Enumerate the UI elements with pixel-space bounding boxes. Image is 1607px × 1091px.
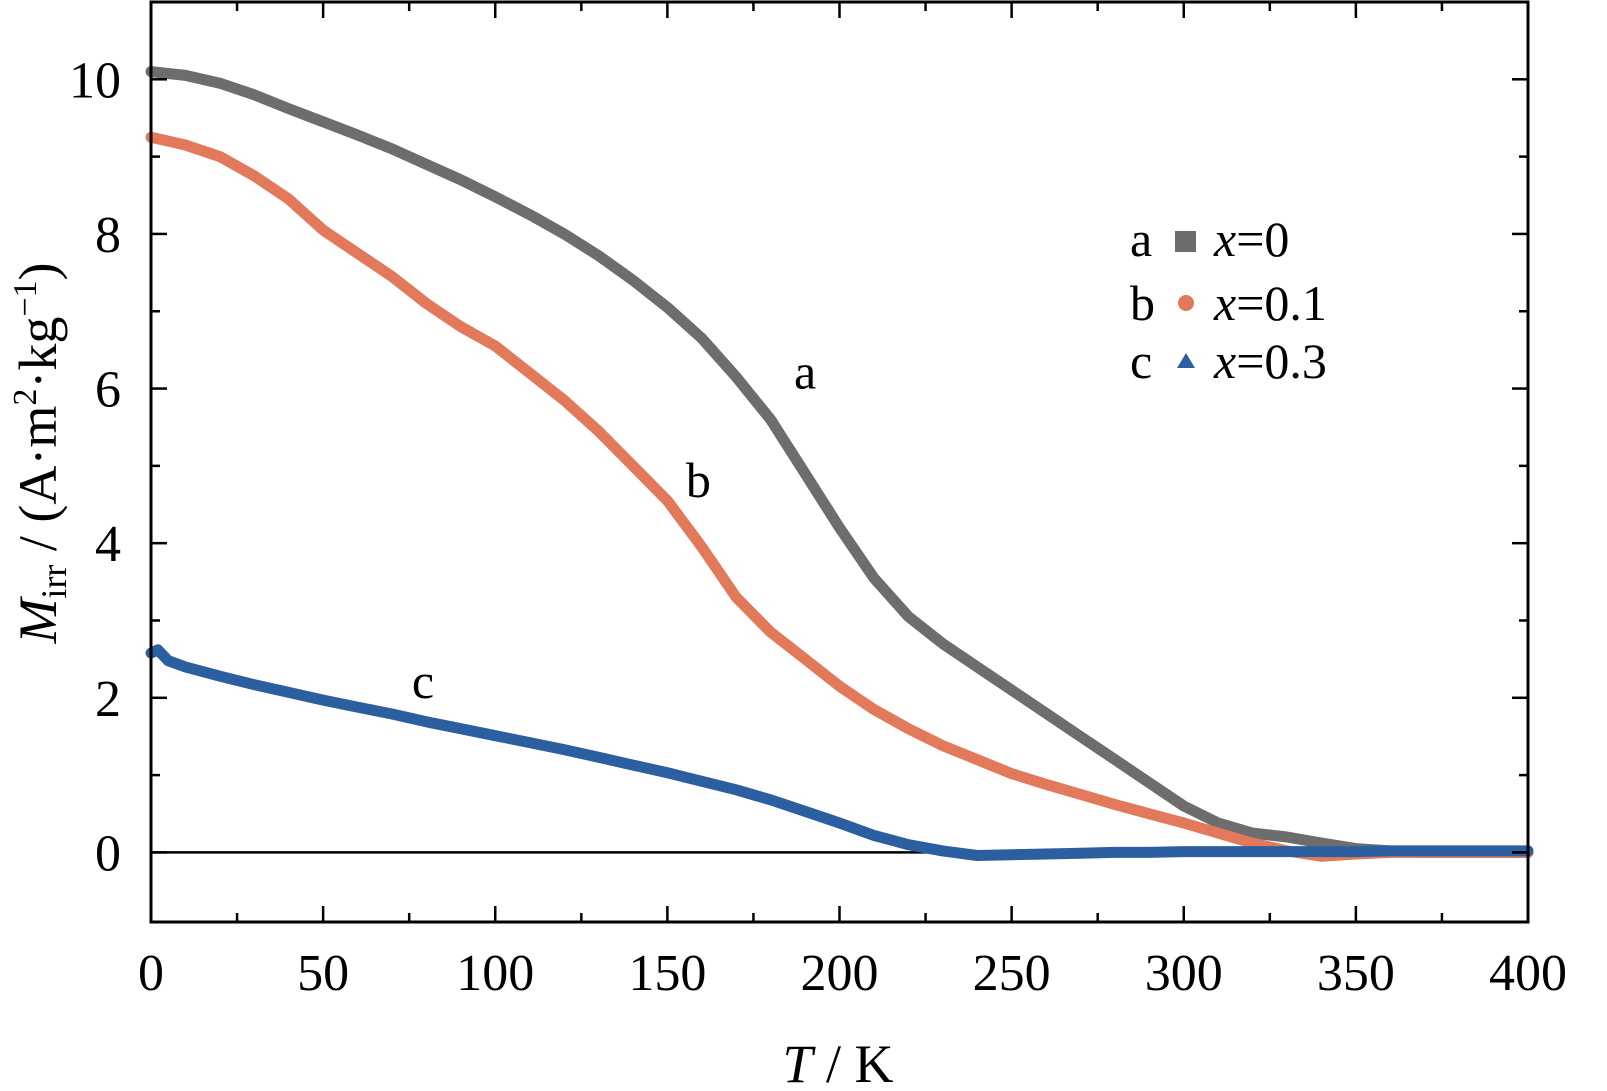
svg-text:x=0: x=0 [1213, 211, 1289, 267]
x-tick-label: 200 [801, 945, 879, 1002]
data-curves: abc [145, 66, 1534, 862]
y-tick-label: 0 [95, 825, 121, 882]
tick-labels: 0 50 100 150 200 250 300 350 400 0 2 4 6 8 10 [69, 52, 1567, 1002]
x-tick-label: 50 [297, 945, 349, 1002]
legend-marker-circle-icon [1178, 295, 1194, 311]
x-tick-label: 0 [138, 945, 164, 1002]
legend-marker-square-icon [1175, 231, 1196, 252]
y-tick-label: 8 [95, 207, 121, 264]
y-tick-label: 6 [95, 362, 121, 419]
legend-letter-b: b [1130, 275, 1155, 331]
y-axis-unit-close: ) [8, 262, 68, 280]
legend-value-b: =0.1 [1236, 275, 1327, 331]
legend-value-c: =0.3 [1236, 333, 1327, 389]
legend-entry-c: c x=0.3 [1130, 333, 1327, 389]
svg-text:x=0.1: x=0.1 [1213, 275, 1327, 331]
x-tick-label: 150 [628, 945, 706, 1002]
x-tick-label: 250 [973, 945, 1051, 1002]
y-axis-subscript: irr [34, 565, 74, 599]
series-line-c [145, 644, 1534, 861]
x-tick-label: 350 [1317, 945, 1395, 1002]
y-axis-unit-part1: / (A·m [8, 406, 68, 565]
legend-letter-c: c [1130, 333, 1152, 389]
y-axis-title: Mirr / (A·m2·kg−1) [7, 262, 74, 644]
legend-var-c: x [1213, 333, 1236, 389]
y-axis-symbol: M [8, 596, 68, 645]
x-tick-label: 400 [1489, 945, 1567, 1002]
legend-marker-triangle-icon [1177, 353, 1195, 368]
y-axis-sup2: −1 [7, 280, 44, 316]
x-axis-symbol: T [782, 1034, 816, 1091]
series-line-a [145, 66, 1534, 858]
curve-label-b: b [686, 452, 711, 508]
legend-value-a: =0 [1236, 211, 1289, 267]
x-axis-title: T / K [782, 1034, 893, 1091]
y-axis-sup1: 2 [7, 389, 44, 406]
curve-label-c: c [412, 653, 434, 709]
legend-var-b: x [1213, 275, 1236, 331]
legend-entry-a: a x=0 [1130, 211, 1289, 267]
legend: a x=0 b x=0.1 c x=0.3 [1130, 211, 1327, 389]
legend-entry-b: b x=0.1 [1130, 275, 1327, 331]
curve-label-a: a [794, 344, 816, 400]
y-tick-label: 2 [95, 671, 121, 728]
y-tick-label: 10 [69, 52, 121, 109]
y-axis-unit-part2: ·kg [8, 317, 68, 389]
legend-var-a: x [1213, 211, 1236, 267]
legend-letter-a: a [1130, 211, 1152, 267]
svg-text:x=0.3: x=0.3 [1213, 333, 1327, 389]
series-line-b [145, 131, 1534, 862]
y-tick-label: 4 [95, 516, 121, 573]
x-axis-unit: / K [813, 1034, 894, 1091]
x-tick-label: 100 [456, 945, 534, 1002]
axes [149, 0, 1530, 924]
x-tick-label: 300 [1145, 945, 1223, 1002]
